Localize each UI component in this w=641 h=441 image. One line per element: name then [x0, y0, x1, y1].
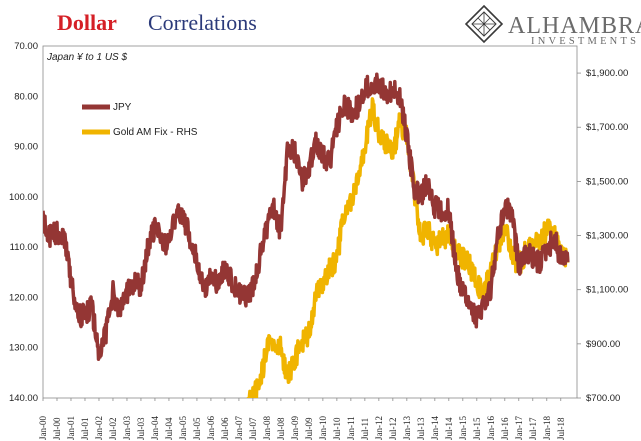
x-tick-label: Jul-14: [444, 417, 454, 440]
y-right-tick-label: $900.00: [586, 339, 620, 350]
legend-label-gold: Gold AM Fix - RHS: [113, 127, 198, 138]
x-tick-label: Jan-10: [318, 416, 328, 440]
x-tick-label: Jul-15: [472, 417, 482, 440]
x-tick-label: Jul-04: [164, 417, 174, 440]
y-left-tick-label: 90.00: [14, 142, 38, 153]
legend-label-jpy: JPY: [113, 102, 132, 113]
chart-title-dollar: Dollar: [57, 10, 117, 35]
x-tick-label: Jul-09: [304, 417, 314, 440]
x-tick-label: Jan-07: [234, 416, 244, 440]
plot-area: [43, 72, 570, 398]
x-tick-label: Jul-05: [192, 417, 202, 440]
x-tick-label: Jul-11: [360, 418, 370, 440]
x-tick-label: Jan-01: [66, 416, 76, 440]
x-tick-label: Jul-08: [276, 417, 286, 440]
x-tick-label: Jan-00: [38, 416, 48, 440]
chart-subtitle: Japan ¥ to 1 US $: [46, 52, 127, 63]
y-right-tick-label: $1,700.00: [586, 122, 628, 133]
x-tick-label: Jul-13: [416, 417, 426, 440]
y-left-tick-label: 70.00: [14, 41, 38, 52]
x-tick-label: Jan-15: [458, 416, 468, 440]
x-tick-label: Jul-03: [136, 417, 146, 440]
series-line-jpy: [43, 72, 570, 361]
plot-frame: [42, 45, 578, 399]
x-tick-label: Jul-16: [500, 417, 510, 440]
x-tick-label: Jul-00: [52, 417, 62, 440]
logo-name: ALHAMBRA: [508, 13, 641, 39]
x-tick-label: Jan-16: [486, 416, 496, 440]
x-tick-label: Jul-10: [332, 417, 342, 440]
y-left-tick-label: 140.00: [9, 393, 38, 404]
x-tick-label: Jul-17: [528, 417, 538, 440]
x-tick-label: Jul-02: [108, 418, 118, 441]
legend: JPY Gold AM Fix - RHS: [82, 102, 198, 138]
x-axis: Jan-00 Jul-00 Jan-01 Jul-01 Jan-02 Jul-02 Jan-…: [38, 398, 566, 440]
x-tick-label: Jul-06: [220, 417, 230, 440]
x-tick-label: Jan-06: [206, 416, 216, 440]
x-tick-label: Jan-13: [402, 416, 412, 440]
series-line-gold: [246, 97, 570, 398]
y-right-tick-label: $1,300.00: [586, 231, 628, 242]
x-tick-label: Jan-18: [542, 416, 552, 440]
y-right-tick-label: $700.00: [586, 393, 620, 404]
x-tick-label: Jan-05: [178, 416, 188, 440]
y-right-tick-label: $1,500.00: [586, 176, 628, 187]
x-tick-label: Jan-11: [346, 416, 356, 440]
diamond-lattice-icon: [464, 4, 504, 44]
y-left-tick-label: 120.00: [9, 292, 38, 303]
left-axis: 70.00 80.00 90.00 100.00 110.00 120.00 130.00 1…: [9, 41, 38, 404]
x-tick-label: Jan-14: [430, 416, 440, 440]
x-tick-label: Jan-09: [290, 416, 300, 440]
x-tick-label: Jan-02: [94, 416, 104, 440]
y-right-tick-label: $1,900.00: [586, 68, 628, 79]
x-tick-label: Jan-12: [374, 416, 384, 440]
right-axis: $700.00 $900.00 $1,100.00 $1,300.00 $1,500.0…: [577, 68, 628, 404]
chart-title-correlations: Correlations: [148, 10, 257, 35]
y-right-tick-label: $1,100.00: [586, 285, 628, 296]
x-tick-label: Jul-18: [556, 417, 566, 440]
y-left-tick-label: 80.00: [14, 91, 38, 102]
logo-sub: INVESTMENTS: [531, 36, 639, 47]
y-left-tick-label: 110.00: [10, 242, 38, 253]
y-left-tick-label: 130.00: [9, 343, 38, 354]
x-tick-label: Jan-04: [150, 416, 160, 440]
x-tick-label: Jan-17: [514, 416, 524, 440]
x-tick-label: Jul-07: [248, 417, 258, 440]
x-tick-label: Jan-03: [122, 416, 132, 440]
x-tick-label: Jan-08: [262, 416, 272, 440]
x-tick-label: Jul-01: [80, 418, 90, 441]
y-left-tick-label: 100.00: [9, 192, 38, 203]
x-tick-label: Jul-12: [388, 418, 398, 441]
